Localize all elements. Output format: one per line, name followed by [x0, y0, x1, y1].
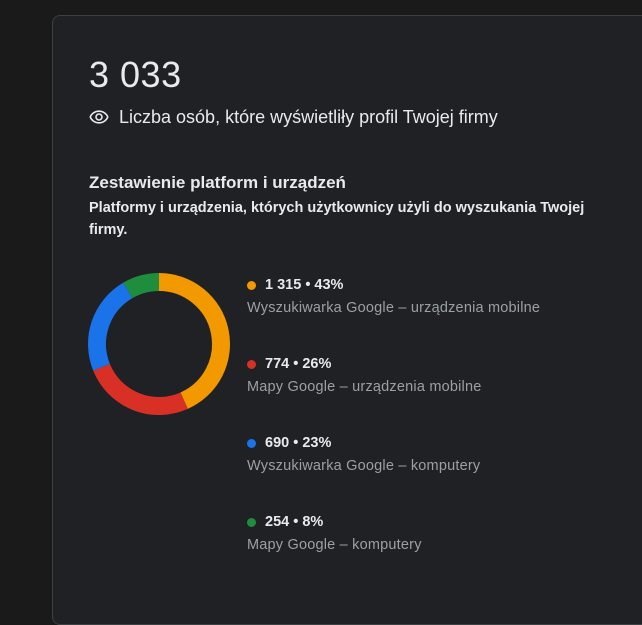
total-views: 3 033 — [89, 54, 182, 95]
legend-label: Wyszukiwarka Google – urządzenia mobilne — [247, 300, 541, 316]
legend-dot — [247, 438, 256, 448]
donut-chart — [88, 273, 230, 415]
donut-slice-search-desktop[interactable] — [88, 282, 133, 371]
legend-value: 1 315 • 43% — [265, 277, 344, 293]
eye-icon — [89, 110, 109, 124]
donut-slice-maps-mobile[interactable] — [93, 363, 188, 415]
legend-item-maps-mobile: 774 • 26% Mapy Google – urządzenia mobil… — [247, 353, 607, 403]
legend-item-search-desktop: 690 • 23% Wyszukiwarka Google – komputer… — [247, 432, 607, 482]
legend-item-search-mobile: 1 315 • 43% Wyszukiwarka Google – urządz… — [247, 274, 607, 324]
profile-views-card: 3 033 Liczba osób, które wyświetliły pro… — [52, 15, 642, 625]
legend-value: 690 • 23% — [265, 435, 332, 451]
total-views-caption: Liczba osób, które wyświetliły profil Tw… — [89, 105, 498, 129]
total-views-label: Liczba osób, które wyświetliły profil Tw… — [119, 106, 498, 127]
legend-label: Mapy Google – urządzenia mobilne — [247, 379, 482, 395]
legend-dot — [247, 359, 256, 369]
legend-dot — [247, 280, 256, 290]
section-description: Platformy i urządzenia, których użytkown… — [89, 200, 585, 238]
section-title: Zestawienie platform i urządzeń — [89, 173, 346, 192]
donut-slice-maps-desktop[interactable] — [123, 273, 160, 299]
donut-slice-search-mobile[interactable] — [158, 273, 230, 409]
legend-label: Wyszukiwarka Google – komputery — [247, 458, 481, 474]
legend-label: Mapy Google – komputery — [247, 537, 422, 553]
legend-value: 254 • 8% — [265, 514, 324, 530]
legend-dot — [247, 517, 256, 527]
legend-value: 774 • 26% — [265, 356, 332, 372]
legend-item-maps-desktop: 254 • 8% Mapy Google – komputery — [247, 511, 607, 561]
